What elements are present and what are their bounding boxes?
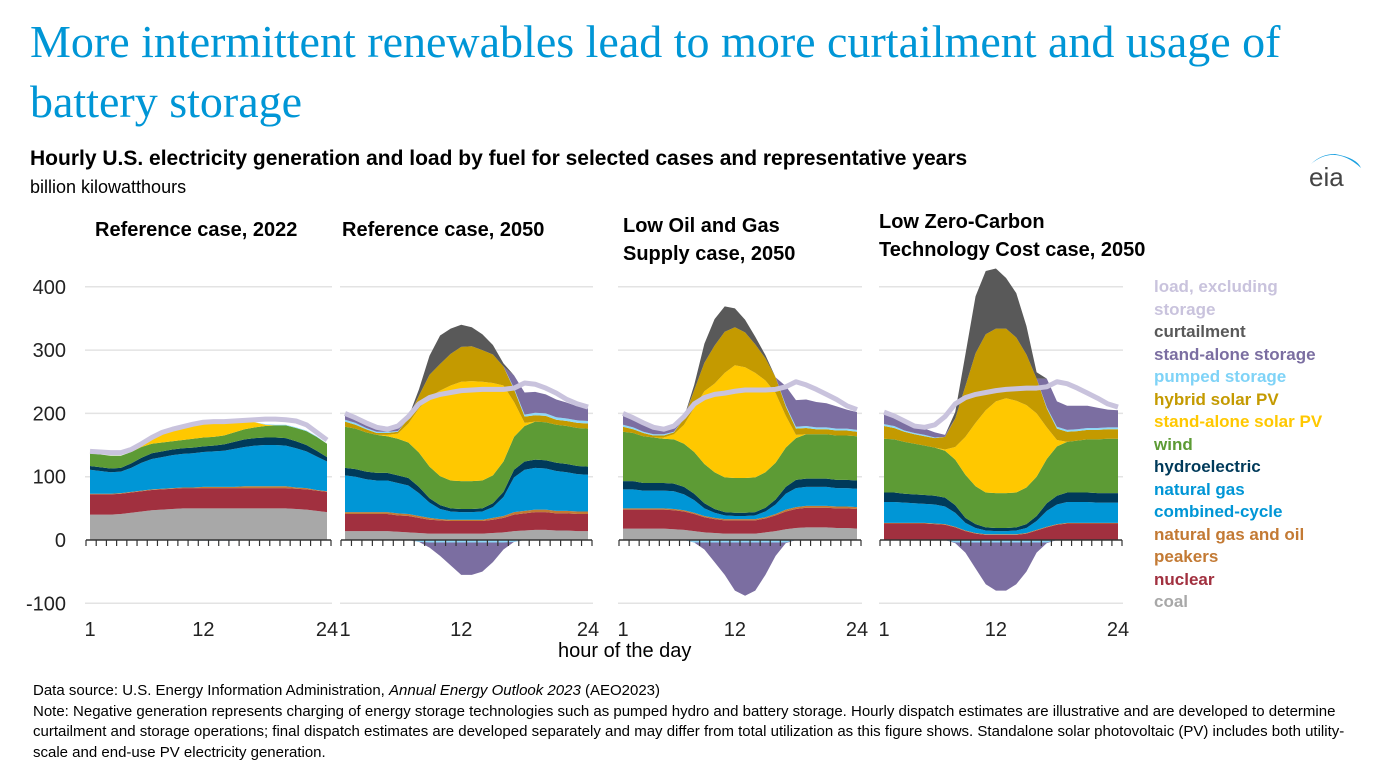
eia-logo: eia (1305, 148, 1365, 192)
x-tick-label: 24 (1107, 619, 1129, 641)
legend-item-hybrid-solar: hybrid solar PV (1154, 389, 1279, 409)
x-tick-label: 12 (192, 619, 214, 641)
panel-title-line: Low Oil and Gas (623, 215, 780, 237)
x-tick-label: 24 (846, 619, 868, 641)
legend-item-nuclear: nuclear (1154, 569, 1215, 589)
area-hybrid-solar (623, 327, 857, 438)
eia-logo-swoosh-icon: eia (1309, 154, 1361, 192)
x-axis-label: hour of the day (558, 640, 692, 662)
area-coal (345, 529, 588, 540)
area-hydro (623, 478, 857, 516)
legend-item-standalone-solar: stand-alone solar PV (1154, 412, 1323, 431)
area-ngcc (345, 467, 588, 520)
y-tick-label: 0 (55, 530, 66, 552)
x-tick-label: 12 (985, 619, 1007, 641)
y-tick-label: 300 (33, 340, 66, 362)
panel-title-line: Supply case, 2050 (623, 243, 796, 265)
legend-item-peakers: natural gas and oil (1154, 524, 1305, 544)
chart-title: Hourly U.S. electricity generation and l… (30, 147, 968, 170)
area-curtailment (884, 268, 1118, 435)
area-standalone-solar (90, 419, 327, 456)
area-curtailment (345, 324, 588, 428)
panel-title-line: Low Zero-Carbon (879, 211, 1045, 233)
panel-title-line: Reference case, 2022 (95, 219, 298, 241)
legend-item-coal: coal (1154, 592, 1189, 611)
area-nuclear (90, 488, 327, 515)
y-tick-label: 100 (33, 467, 66, 489)
legend-item-load: storage (1154, 299, 1216, 319)
area-nuclear (884, 523, 1118, 540)
load-line (883, 379, 1119, 430)
panel-title: Reference case, 2050 (342, 216, 544, 244)
area-storage-charging (623, 540, 857, 596)
area-standalone-storage (884, 328, 1118, 438)
area-hydro (90, 437, 327, 473)
x-tick-label: 24 (577, 619, 599, 641)
area-coal (90, 508, 327, 540)
y-tick-label: 200 (33, 403, 66, 425)
headline: More intermittent renewables lead to mor… (30, 16, 1281, 127)
area-storage-charging (345, 540, 588, 575)
x-tick-label: 1 (339, 619, 350, 641)
note-text: Note: Negative generation represents cha… (33, 702, 1345, 761)
load-line (344, 380, 589, 432)
area-standalone-storage (623, 327, 857, 435)
area-ngcc (884, 502, 1118, 535)
load-line (622, 379, 858, 432)
legend-item-curtailment: curtailment (1154, 322, 1246, 341)
x-tick-label: 1 (878, 619, 889, 641)
legend-item-load: load, excluding (1154, 277, 1278, 296)
area-ngcc (90, 445, 327, 494)
notes: Data source: U.S. Energy Information Adm… (33, 681, 1373, 763)
legend-item-standalone-storage: stand-alone storage (1154, 344, 1316, 364)
area-standalone-solar (884, 398, 1118, 494)
area-standalone-storage (345, 346, 588, 432)
logo-text: eia (1309, 162, 1344, 190)
area-peakers (623, 505, 857, 521)
area-coal (623, 527, 857, 540)
panel-title: Reference case, 2022 (95, 216, 297, 244)
area-hydro (345, 459, 588, 513)
area-wind (884, 438, 1118, 528)
area-peakers (345, 509, 588, 522)
legend-item-peakers: peakers (1154, 547, 1219, 566)
x-tick-label: 12 (724, 619, 746, 641)
area-storage-charging (884, 540, 1118, 591)
panel-title: Low Zero-Carbon Technology Cost case, 205… (879, 208, 1145, 264)
area-wind (345, 421, 588, 509)
x-tick-label: 24 (316, 619, 338, 641)
source-title: Annual Energy Outlook 2023 (389, 682, 581, 699)
area-peakers (90, 486, 327, 495)
x-tick-label: 1 (84, 619, 95, 641)
panel-title-line: Technology Cost case, 2050 (879, 239, 1146, 261)
y-tick-label: -100 (26, 593, 66, 615)
legend-item-hydro: hydroelectric (1154, 457, 1261, 476)
data-source: Data source: U.S. Energy Information Adm… (33, 682, 661, 699)
load-line (89, 416, 329, 456)
x-tick-label: 12 (450, 619, 472, 641)
area-wind (90, 425, 327, 469)
area-nuclear (623, 507, 857, 534)
panel-title-line: Reference case, 2050 (342, 219, 545, 241)
legend-item-wind: wind (1154, 434, 1193, 454)
area-hydro (884, 492, 1118, 532)
legend-item-pumped-storage: pumped storage (1154, 367, 1287, 386)
y-axis-units: billion kilowatthours (30, 177, 187, 197)
legend-item-ngcc: combined-cycle (1154, 502, 1283, 521)
area-hybrid-solar (345, 346, 588, 435)
legend-item-ngcc: natural gas (1154, 479, 1245, 499)
area-nuclear (345, 512, 588, 534)
y-tick-label: 400 (33, 277, 66, 299)
legend: load, excluding storage curtailment stand-a… (1154, 276, 1322, 614)
area-ngcc (623, 486, 857, 520)
panel-title: Low Oil and Gas Supply case, 2050 (623, 212, 795, 268)
area-standalone-solar (345, 381, 588, 482)
area-standalone-solar (623, 365, 857, 478)
x-tick-label: 1 (617, 619, 628, 641)
area-wind (623, 431, 857, 513)
